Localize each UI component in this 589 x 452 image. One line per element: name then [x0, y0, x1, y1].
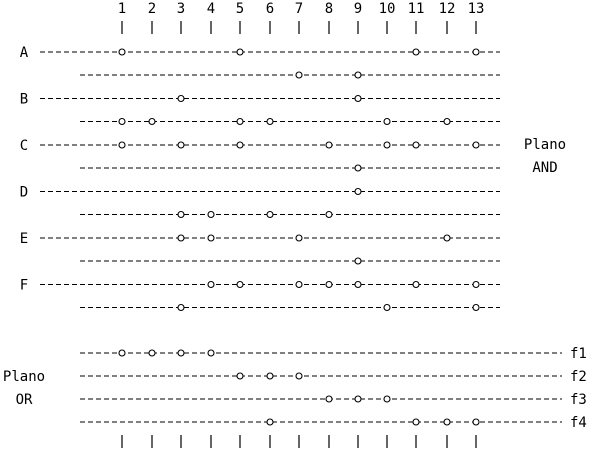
row-label: E [20, 231, 28, 247]
connection-node [354, 280, 362, 289]
connection-node [236, 280, 244, 289]
connection-node [207, 234, 215, 242]
connection-node [118, 141, 126, 149]
connection-node [383, 395, 391, 403]
connection-node [148, 349, 156, 357]
row-label: F [20, 278, 28, 294]
and-plane: A B C D E F [20, 45, 500, 312]
output-label: f3 [570, 392, 587, 408]
connection-node [325, 141, 333, 149]
connection-node [354, 94, 362, 103]
connection-node [325, 210, 333, 219]
row-label: A [20, 45, 29, 61]
and-plane-label-line2: AND [532, 160, 557, 176]
connection-node [177, 210, 185, 219]
connection-node [207, 210, 215, 219]
connection-node [354, 164, 362, 172]
column-label: 10 [379, 1, 396, 17]
connection-node [118, 48, 126, 56]
column-label: 13 [468, 1, 485, 17]
or-plane: f1 f2 f3 f4 [80, 346, 587, 431]
connection-node [177, 94, 185, 103]
column-label: 8 [325, 1, 333, 17]
connection-node [295, 280, 303, 289]
connection-node [443, 418, 451, 426]
connection-node [383, 141, 391, 149]
row-label: D [20, 185, 28, 201]
connection-node [443, 117, 451, 126]
connection-node [236, 141, 244, 149]
column-label: 2 [148, 1, 156, 17]
connection-node [266, 117, 274, 126]
connection-node [472, 280, 480, 289]
connection-node [412, 280, 420, 289]
connection-node [266, 210, 274, 219]
connection-node [383, 303, 391, 312]
column-label: 4 [207, 1, 215, 17]
connection-node [412, 418, 420, 426]
or-plane-label-line2: OR [16, 392, 33, 408]
column-label: 3 [177, 1, 185, 17]
output-label: f2 [570, 369, 587, 385]
connection-node [207, 349, 215, 357]
column-label: 11 [408, 1, 425, 17]
and-plane-label-line1: Plano [524, 137, 566, 153]
connection-node [354, 395, 362, 403]
connection-node [148, 117, 156, 126]
connection-node [236, 117, 244, 126]
connection-node [443, 234, 451, 242]
connection-node [118, 117, 126, 126]
column-label: 12 [439, 1, 456, 17]
column-labels: 1 2 3 4 5 6 7 8 9 10 11 12 13 [118, 1, 485, 448]
connection-node [472, 141, 480, 149]
column-label: 6 [266, 1, 274, 17]
connection-node [295, 234, 303, 242]
connection-node [266, 372, 274, 380]
connection-node [177, 141, 185, 149]
output-label: f4 [570, 415, 587, 431]
output-label: f1 [570, 346, 587, 362]
connection-node [354, 71, 362, 79]
column-label: 5 [236, 1, 244, 17]
column-label: 7 [295, 1, 303, 17]
connection-node [325, 395, 333, 403]
connection-node [207, 280, 215, 289]
connection-node [266, 418, 274, 426]
or-plane-label-line1: Plano [3, 369, 45, 385]
connection-node [354, 257, 362, 265]
column-label: 9 [354, 1, 362, 17]
connection-node [177, 303, 185, 312]
connection-node [177, 234, 185, 242]
connection-node [472, 418, 480, 426]
row-label: B [20, 92, 28, 108]
connection-node [295, 372, 303, 380]
connection-node [325, 280, 333, 289]
connection-node [412, 141, 420, 149]
connection-node [383, 117, 391, 126]
connection-node [236, 48, 244, 56]
connection-node [472, 303, 480, 312]
connection-node [412, 48, 420, 56]
column-label: 1 [118, 1, 126, 17]
connection-node [354, 187, 362, 196]
connection-node [177, 349, 185, 357]
connection-node [118, 349, 126, 357]
row-label: C [20, 138, 28, 154]
connection-node [236, 372, 244, 380]
connection-node [295, 71, 303, 79]
connection-node [472, 48, 480, 56]
